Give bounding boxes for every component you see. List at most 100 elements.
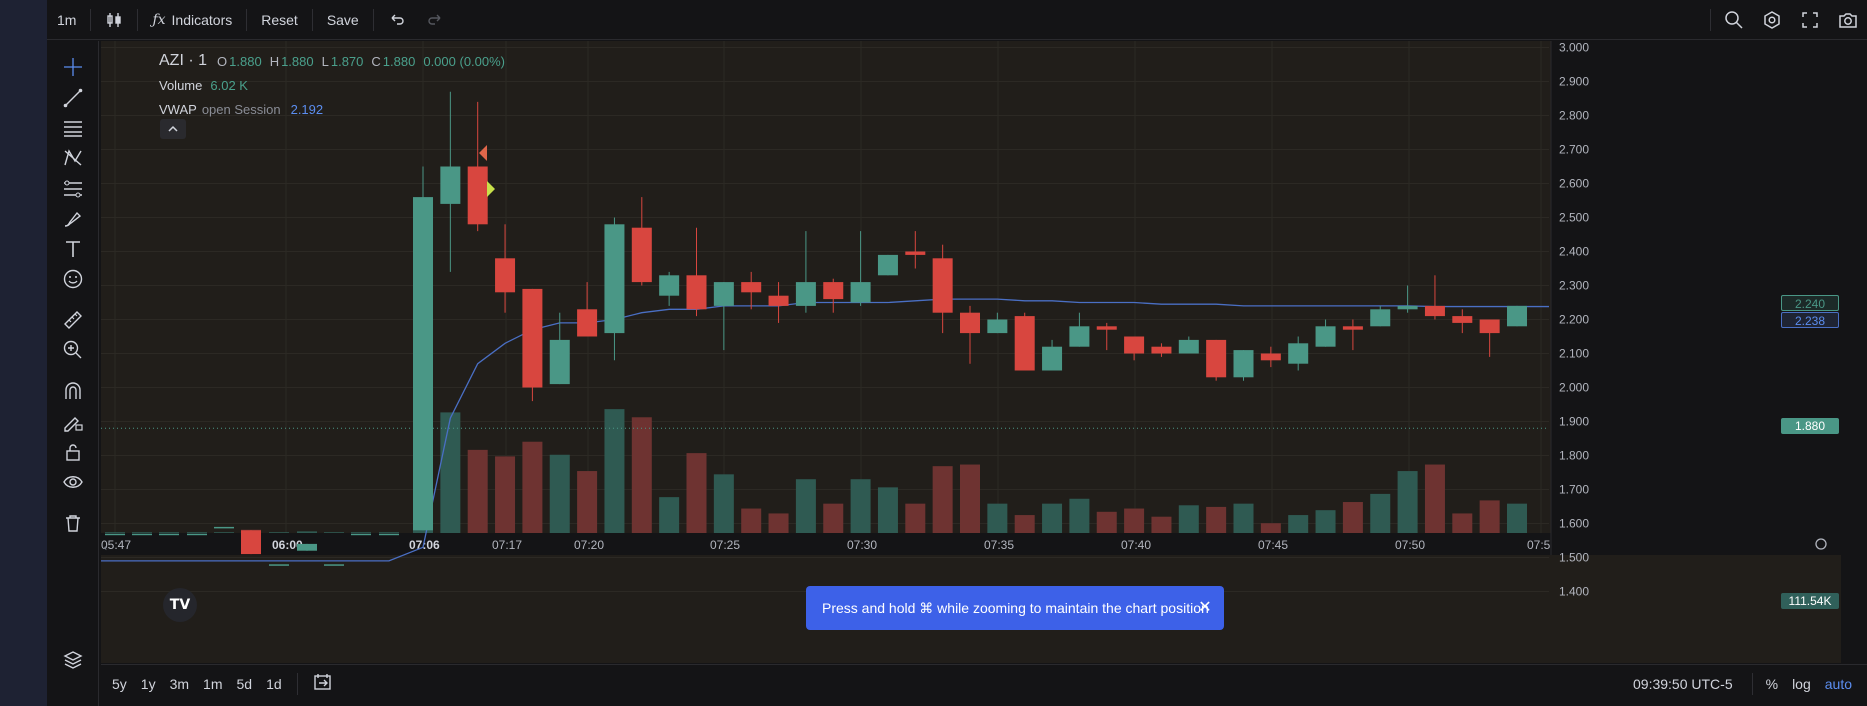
candle-body [1042,346,1063,371]
toast-close-button[interactable]: ✕ [1196,598,1214,616]
range-buttons: 5y 1y 3m 1m 5d 1d [105,676,289,692]
search-icon [1725,11,1743,29]
clock-display[interactable]: 09:39:50 UTC-5 [1633,676,1733,692]
time-axis [101,533,1841,555]
time-tick-label: 07:50 [1395,538,1425,552]
fib-icon [64,180,82,198]
time-tick-label: 07:20 [574,538,604,552]
volume-bar [132,532,152,533]
goto-date-button[interactable] [306,673,340,694]
percent-toggle[interactable]: % [1765,676,1779,692]
magnet-tool[interactable] [47,375,99,407]
lock-all-tool[interactable] [47,436,99,468]
brush-tool[interactable] [47,203,99,235]
range-button-5d[interactable]: 5d [236,675,253,692]
fullscreen-icon [1802,12,1818,28]
volume-bar [159,532,179,533]
price-label-volume: 111.54K [1781,593,1839,609]
legend-collapse-button[interactable] [160,119,186,139]
volume-value: 6.02 K [210,77,248,93]
range-button-1y[interactable]: 1y [140,675,156,692]
volume-bar [877,487,898,533]
price-tick-label: 1.600 [1559,517,1589,531]
pencil-lock-icon [64,417,83,432]
time-tick-label: 07:30 [847,538,877,552]
emoji-tool[interactable] [47,263,99,295]
range-button-1m[interactable]: 1m [203,675,223,692]
chart-type-button[interactable] [95,6,133,34]
candle-body [413,197,433,531]
chart-pane[interactable]: 3.000 2.900 2.800 2.700 2.600 2.500 2.400 2.300… [101,41,1841,663]
candle-body [905,251,926,255]
open-value: 1.880 [229,53,262,69]
volume-bar [379,532,399,533]
text-tool[interactable] [47,233,99,265]
tradingview-logo[interactable]: TV [163,588,197,622]
reset-label: Reset [261,11,298,28]
candle-body [1206,339,1227,378]
candle-body [187,533,207,536]
price-tick-label: 1.400 [1559,585,1589,599]
indicators-button[interactable]: ƒx Indicators [142,6,242,34]
range-button-5y[interactable]: 5y [112,675,127,692]
quick-search-button[interactable] [1715,0,1753,40]
volume-bar [1014,515,1035,533]
pattern-icon [64,149,82,166]
candle-body [1096,326,1117,330]
volume-bar [823,503,844,533]
legend-volume-row[interactable]: Volume 6.02 K [159,73,513,97]
volume-bar [269,532,289,533]
zoom-in-tool[interactable] [47,334,99,366]
candle-body [324,564,344,566]
trash-icon [66,515,80,532]
top-right-tools [1706,0,1867,40]
volume-bar [187,532,207,533]
object-tree-tool[interactable] [47,644,99,676]
toolbar-divider [372,8,374,31]
time-tick-label: 05:47 [101,538,131,552]
drawing-toolbar [47,41,99,706]
candle-body [1342,326,1363,330]
volume-bar [549,454,570,533]
crosshair-tool[interactable] [47,51,99,83]
log-toggle[interactable]: log [1792,676,1811,692]
horizontal-lines-tool[interactable] [47,112,99,144]
volume-bar [1260,523,1281,533]
fullscreen-button[interactable] [1791,0,1829,40]
chevron-up-icon [168,125,178,132]
volume-bar [1124,508,1145,533]
scroll-left-icon: ‹ [103,541,107,554]
redo-button[interactable] [416,6,454,34]
trend-line-tool[interactable] [47,82,99,114]
undo-button[interactable] [378,6,416,34]
bottom-right-controls: 09:39:50 UTC-5 % log auto [1626,665,1859,703]
close-value: 1.880 [382,53,416,69]
pattern-tool[interactable] [47,142,99,174]
remove-drawings-tool[interactable] [47,507,99,539]
candle-body [351,533,371,536]
candle-body [159,533,179,536]
auto-toggle[interactable]: auto [1824,676,1852,692]
ruler-tool[interactable] [47,304,99,336]
interval-button[interactable]: 1m [47,6,86,34]
vwap-line [101,298,1549,562]
tv-logo-icon: TV [169,597,191,613]
symbol-title[interactable]: AZI · 1 [159,52,208,69]
screenshot-button[interactable] [1829,0,1867,40]
reset-button[interactable]: Reset [251,6,308,34]
range-button-3m[interactable]: 3m [169,675,190,692]
hide-drawings-tool[interactable] [47,466,99,498]
save-button[interactable]: Save [317,6,369,34]
buy-marker [487,181,495,197]
low-label: L [321,53,329,69]
volume-bar [495,456,516,533]
chart-canvas[interactable]: 3.000 2.900 2.800 2.700 2.600 2.500 2.400 2.300… [101,41,1841,663]
lock-drawing-tool[interactable] [47,406,99,438]
fib-tool[interactable] [47,173,99,205]
crosshair-icon [64,58,82,76]
range-button-1d[interactable]: 1d [266,675,282,692]
volume-bar [1342,502,1363,533]
settings-button[interactable] [1753,0,1791,40]
candle-body [241,530,261,555]
legend-vwap-row[interactable]: VWAP open Session 2.192 [159,97,513,121]
